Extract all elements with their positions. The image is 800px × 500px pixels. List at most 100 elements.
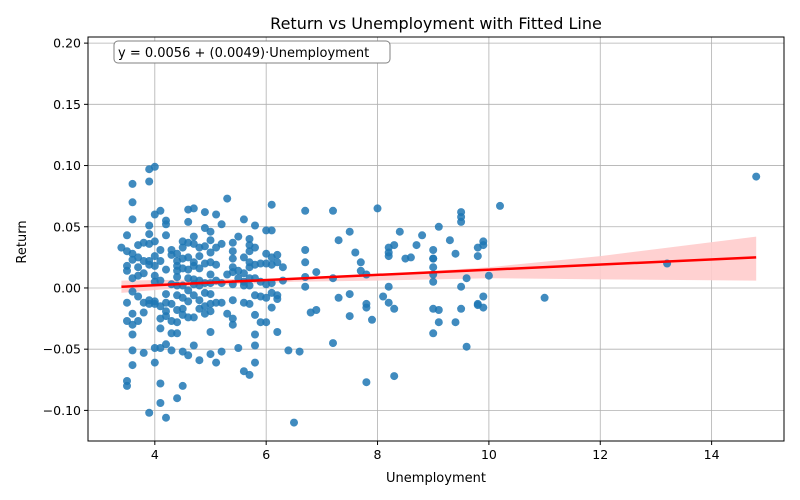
data-point [184,217,193,226]
data-point [156,276,165,285]
data-point [301,258,310,267]
data-point [228,238,237,247]
y-tick-label: 0.05 [53,219,81,234]
data-point [384,298,393,307]
data-point [245,281,254,290]
data-point [134,317,143,325]
data-point [162,220,170,229]
data-point [128,309,137,318]
data-point [156,246,165,254]
data-point [195,296,204,305]
data-point [273,328,282,336]
data-point [429,263,438,272]
data-point [184,253,193,262]
data-point [228,314,237,323]
data-point [145,177,154,186]
data-point [429,246,438,254]
data-point [262,318,271,327]
y-axis-ticks: −0.10 −0.05 0.00 0.05 0.10 0.15 0.20 [43,36,88,418]
data-point [234,232,243,241]
x-tick-label: 12 [592,447,608,462]
data-point [245,235,254,243]
x-axis-label: Unemployment [386,471,486,486]
data-point [178,243,187,252]
data-point [239,269,248,278]
annotation-box: y = 0.0056 + (0.0049)·Unemployment [113,40,391,64]
data-point [457,217,466,226]
data-point [379,292,388,301]
data-point [145,230,154,239]
data-point [412,241,421,250]
data-point [301,282,310,291]
data-point [462,274,471,283]
data-point [390,304,399,313]
data-point [123,266,131,275]
x-tick-label: 8 [374,447,382,462]
data-point [128,361,137,370]
data-point [178,304,187,313]
data-point [228,247,237,256]
data-point [234,344,243,352]
data-point [390,372,399,381]
data-point [195,252,204,261]
x-tick-label: 4 [151,447,159,462]
data-point [457,282,466,291]
data-point [278,263,287,272]
data-point [251,358,259,367]
data-point [156,399,165,407]
data-point [223,194,232,203]
data-point [167,329,176,338]
data-point [212,298,221,307]
data-point [429,277,438,286]
data-point [334,236,343,245]
data-point [312,268,321,277]
y-tick-label: 0.15 [53,97,81,112]
data-point [384,252,393,261]
data-points [117,162,761,427]
data-point [184,351,193,360]
data-point [195,356,204,365]
data-point [162,340,170,349]
data-point [184,313,193,322]
data-point [262,293,271,302]
data-point [200,242,209,251]
data-point [462,342,471,351]
data-point [373,204,382,213]
data-point [206,350,215,359]
data-point [123,231,131,240]
data-point [162,231,170,240]
data-point [239,253,248,262]
data-point [150,252,159,261]
y-tick-label: 0.10 [53,158,81,173]
data-point [267,226,276,235]
data-point [217,347,226,356]
data-point [329,339,337,348]
data-point [189,291,198,300]
data-point [228,296,237,305]
data-point [150,237,159,246]
data-point [390,241,399,250]
data-point [217,298,226,307]
data-point [150,261,159,270]
data-point [239,281,248,290]
data-point [134,263,143,272]
data-point [434,306,443,314]
data-point [212,210,221,219]
data-point [256,318,265,327]
data-point [206,290,215,299]
data-point [156,206,165,215]
data-point [251,243,259,252]
data-point [145,408,154,417]
data-point [451,318,460,327]
data-point [145,221,154,230]
data-point [251,330,259,339]
data-point [351,248,360,257]
data-point [139,348,148,357]
data-point [540,293,549,302]
data-point [189,341,198,350]
data-point [301,246,310,254]
data-point [162,312,170,321]
data-point [189,232,198,241]
data-point [195,264,204,273]
plot-area [87,36,785,442]
